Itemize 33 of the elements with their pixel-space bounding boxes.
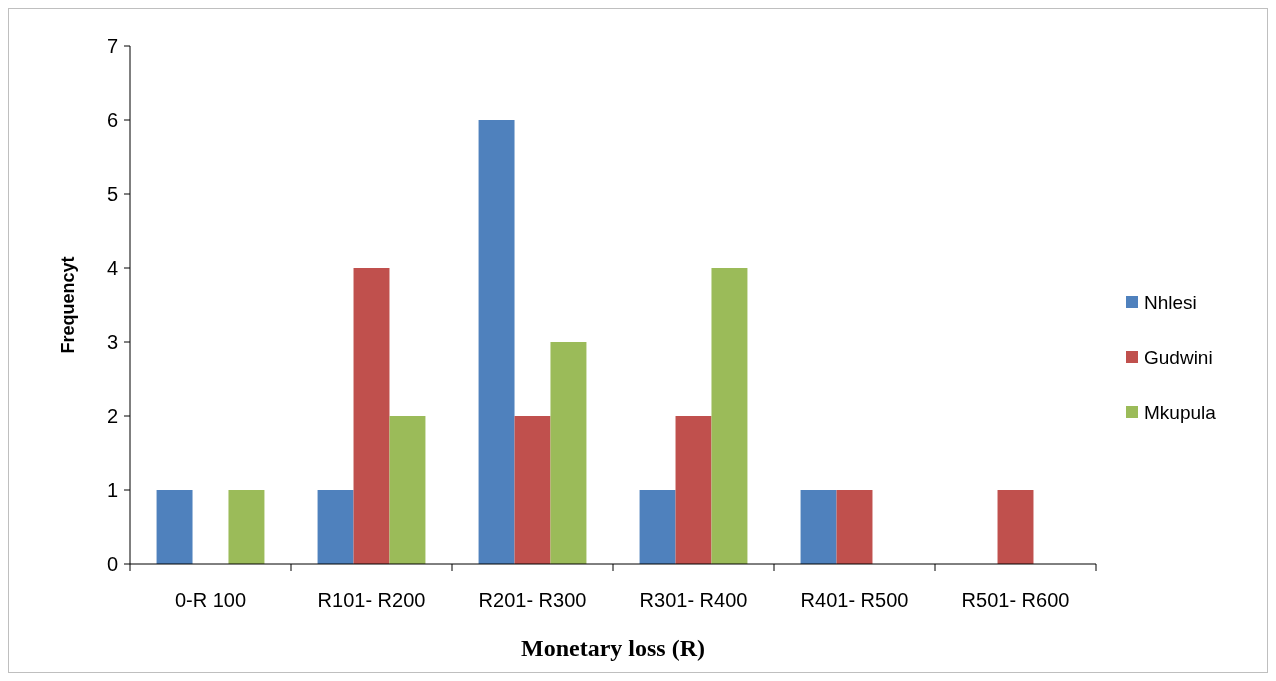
bar — [478, 120, 515, 564]
legend-label: Mkupula — [1144, 401, 1217, 423]
bar — [639, 490, 676, 564]
bar — [836, 490, 873, 564]
bar — [675, 416, 712, 564]
y-tick-label: 1 — [106, 479, 118, 501]
y-axis-title: Frequencyt — [58, 256, 78, 354]
y-tick-label: 4 — [106, 257, 118, 279]
x-tick-label: R201- R300 — [478, 589, 587, 611]
legend-label: Gudwini — [1144, 346, 1213, 368]
bar — [800, 490, 837, 564]
bar — [711, 268, 748, 564]
bar — [550, 342, 587, 564]
bar — [228, 490, 265, 564]
bar — [997, 490, 1034, 564]
x-tick-label: 0-R 100 — [174, 589, 247, 611]
bar — [514, 416, 551, 564]
x-tick-label: R401- R500 — [800, 589, 909, 611]
x-tick-label: R101- R200 — [317, 589, 426, 611]
y-tick-label: 6 — [106, 109, 118, 131]
y-tick-label: 3 — [106, 331, 118, 353]
bar — [353, 268, 390, 564]
y-tick-label: 7 — [106, 35, 118, 57]
y-tick-label: 0 — [106, 553, 118, 575]
x-axis-title: Monetary loss (R) — [521, 635, 705, 661]
y-tick-label: 2 — [106, 405, 118, 427]
bar — [156, 490, 193, 564]
bar — [389, 416, 426, 564]
y-tick-label: 5 — [106, 183, 118, 205]
legend-label: Nhlesi — [1144, 291, 1197, 313]
x-tick-label: R501- R600 — [961, 589, 1070, 611]
x-tick-label: R301- R400 — [639, 589, 748, 611]
bar — [317, 490, 354, 564]
